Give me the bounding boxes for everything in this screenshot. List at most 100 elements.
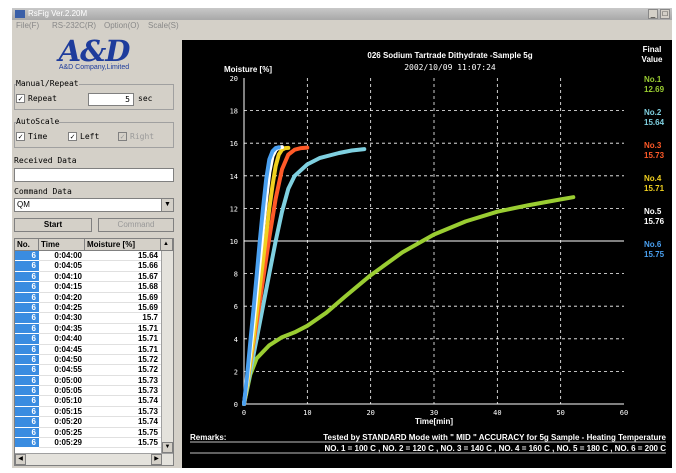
repeat-checkbox[interactable]: ✓ Repeat (16, 94, 57, 103)
app-icon (15, 10, 25, 18)
table-row[interactable]: 6 0:04:20 15.69 (15, 292, 161, 303)
data-point (274, 164, 278, 168)
data-point (286, 187, 290, 191)
cell-moisture: 15.74 (85, 417, 161, 428)
table-row[interactable]: 6 0:04:35 15.71 (15, 323, 161, 335)
start-button[interactable]: Start (14, 218, 92, 232)
remarks-line-1: Tested by STANDARD Mode with " MID " ACC… (323, 433, 666, 442)
legend-final-value: 15.64 (644, 118, 665, 127)
cell-time: 0:05:10 (39, 396, 85, 407)
table-row[interactable]: 6 0:04:55 15.72 (15, 365, 161, 376)
cell-moisture: 15.71 (85, 345, 161, 355)
window-title: RsFig Ver.2.20M (28, 9, 88, 18)
cell-moisture: 15.72 (85, 365, 161, 376)
left-check-mark: ✓ (68, 132, 77, 141)
table-row[interactable]: 6 0:04:00 15.64 (15, 251, 161, 262)
cell-moisture: 15.69 (85, 293, 161, 303)
data-point (277, 153, 281, 157)
data-point (299, 146, 303, 150)
x-axis-label: Time[min] (415, 417, 453, 426)
cell-moisture: 15.73 (85, 407, 161, 418)
vertical-scrollbar[interactable]: ▼ (161, 251, 173, 453)
y-axis-label: Moisture [%] (224, 65, 272, 74)
cell-time: 0:04:15 (39, 282, 85, 293)
cell-no: 6 (15, 313, 39, 324)
table-row[interactable]: 6 0:05:25 15.75 (15, 427, 161, 439)
y-tick-label: 2 (234, 368, 238, 376)
maximize-button[interactable]: □ (660, 9, 670, 19)
received-data-field[interactable] (14, 168, 174, 182)
data-point (280, 335, 284, 339)
cell-time: 0:04:25 (39, 303, 85, 314)
scroll-left-icon[interactable]: ◀ (15, 454, 26, 465)
data-point (286, 153, 290, 157)
table-row[interactable]: 6 0:04:05 15.66 (15, 261, 161, 272)
table-row[interactable]: 6 0:04:45 15.71 (15, 344, 161, 355)
data-point (258, 239, 262, 243)
header-time[interactable]: Time (39, 239, 85, 251)
menu-scale[interactable]: Scale(S) (148, 21, 179, 30)
right-checkbox[interactable]: ✓ Right (118, 132, 154, 141)
cell-no: 6 (15, 396, 39, 407)
table-row[interactable]: 6 0:05:20 15.74 (15, 417, 161, 428)
table-row[interactable]: 6 0:04:40 15.71 (15, 334, 161, 345)
logo-text: A&D (58, 34, 131, 68)
table-row[interactable]: 6 0:04:30 15.7 (15, 313, 161, 324)
table-row[interactable]: 6 0:05:15 15.73 (15, 406, 161, 418)
data-point (280, 167, 284, 171)
table-row[interactable]: 6 0:05:00 15.73 (15, 375, 161, 387)
y-tick-label: 12 (230, 205, 238, 213)
menu-rs232c[interactable]: RS-232C(R) (52, 21, 97, 30)
horizontal-scrollbar[interactable]: ◀ ▶ (15, 453, 173, 465)
logo-subtitle: A&D Company,Limited (58, 64, 130, 71)
table-row[interactable]: 6 0:05:05 15.73 (15, 386, 161, 397)
repeat-group (14, 84, 174, 110)
autoscale-group (14, 122, 174, 148)
minimize-button[interactable]: _ (648, 9, 658, 19)
data-point (255, 356, 259, 360)
app-window: RsFig Ver.2.20M _ □ File(F) RS-232C(R) O… (12, 8, 672, 468)
cell-time: 0:05:05 (39, 386, 85, 397)
final-value-header-line2: Value (642, 55, 663, 64)
repeat-interval-input[interactable]: 5 (88, 93, 134, 106)
table-row[interactable]: 6 0:05:10 15.74 (15, 396, 161, 407)
scroll-up-icon[interactable]: ▲ (161, 239, 173, 251)
y-tick-label: 16 (230, 140, 238, 148)
header-no[interactable]: No. (15, 239, 39, 251)
cell-no: 6 (15, 261, 39, 272)
final-value-header-line1: Final (643, 45, 662, 54)
cell-time: 0:04:55 (39, 365, 85, 376)
table-row[interactable]: 6 0:04:25 15.69 (15, 302, 161, 314)
cell-moisture: 15.7 (85, 313, 161, 324)
data-point (264, 232, 268, 237)
data-point (270, 149, 275, 153)
menu-file[interactable]: File(F) (16, 21, 40, 30)
command-button[interactable]: Command (98, 218, 174, 232)
chevron-down-icon[interactable]: ▼ (161, 199, 173, 211)
right-label: Right (130, 132, 155, 141)
table-row[interactable]: 6 0:04:50 15.72 (15, 354, 161, 366)
command-data-select[interactable]: QM ▼ (14, 198, 174, 212)
data-point (293, 148, 297, 152)
x-tick-label: 20 (366, 409, 374, 417)
scroll-right-icon[interactable]: ▶ (151, 454, 162, 465)
left-checkbox[interactable]: ✓ Left (68, 132, 99, 141)
cell-time: 0:05:29 (39, 438, 85, 449)
time-checkbox[interactable]: ✓ Time (16, 132, 47, 141)
cell-moisture: 15.71 (85, 334, 161, 345)
header-moisture[interactable]: Moisture [%] (85, 239, 161, 251)
cell-time: 0:05:20 (39, 417, 85, 428)
data-point (245, 373, 249, 377)
legend-series-name: No.6 (644, 240, 662, 249)
cell-no: 6 (15, 334, 39, 345)
table-row[interactable]: 6 0:05:29 15.75 (15, 438, 161, 449)
scroll-down-icon[interactable]: ▼ (162, 442, 173, 453)
x-tick-label: 10 (303, 409, 311, 417)
data-point (350, 148, 354, 153)
data-point (400, 250, 404, 254)
data-point (280, 210, 284, 214)
table-row[interactable]: 6 0:04:15 15.68 (15, 282, 161, 293)
cell-no: 6 (15, 271, 39, 283)
table-row[interactable]: 6 0:04:10 15.67 (15, 271, 161, 283)
menu-option[interactable]: Option(O) (104, 21, 140, 30)
